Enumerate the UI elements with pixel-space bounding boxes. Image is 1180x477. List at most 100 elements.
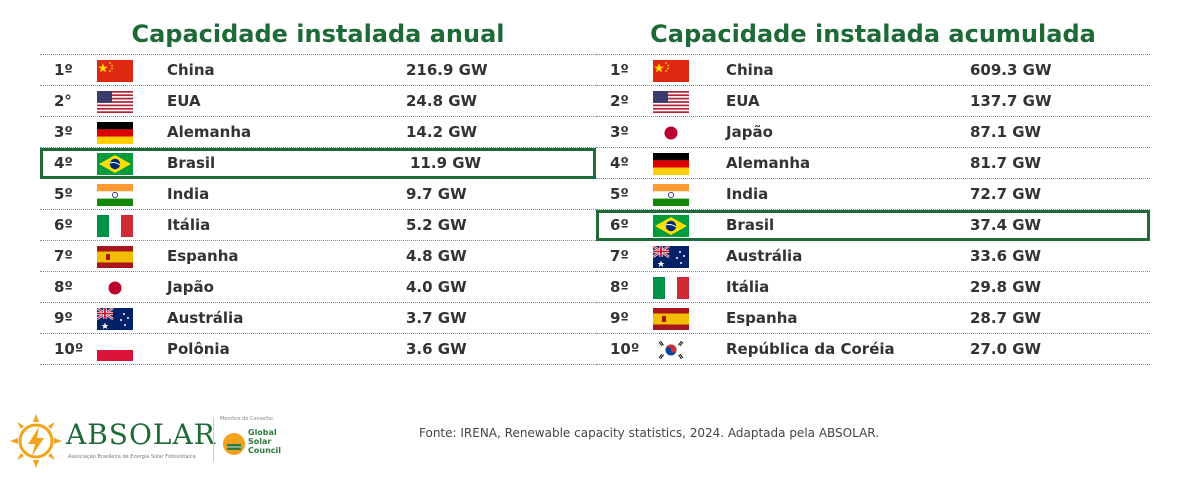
country-name: Espanha	[167, 247, 239, 265]
country-name: Espanha	[726, 309, 798, 327]
ranking-row: 1º China 609.3 GW	[596, 55, 1150, 86]
capacity-value: 11.9 GW	[410, 154, 482, 172]
country-name: India	[167, 185, 210, 203]
country-name: Austrália	[167, 309, 244, 327]
rank-label: 3º	[54, 123, 73, 141]
capacity-value: 33.6 GW	[970, 247, 1042, 265]
ranking-row: 5º India 9.7 GW	[40, 179, 596, 210]
country-name: Brasil	[726, 216, 775, 234]
cumulative-title: Capacidade instalada acumulada	[650, 20, 1096, 48]
capacity-value: 3.7 GW	[406, 309, 467, 327]
ranking-row: 9º Austrália 3.7 GW	[40, 303, 596, 334]
ranking-row: 7º Austrália 33.6 GW	[596, 241, 1150, 272]
ranking-row: 9º Espanha 28.7 GW	[596, 303, 1150, 334]
ranking-row: 7º Espanha 4.8 GW	[40, 241, 596, 272]
country-name: Japão	[167, 278, 214, 296]
flag-germany-icon	[97, 122, 133, 144]
capacity-value: 14.2 GW	[406, 123, 478, 141]
rank-label: 4º	[54, 154, 73, 172]
country-name: Austrália	[726, 247, 803, 265]
rank-label: 7º	[54, 247, 73, 265]
capacity-value: 81.7 GW	[970, 154, 1042, 172]
annual-title: Capacidade instalada anual	[131, 20, 505, 48]
ranking-row: 6º Itália 5.2 GW	[40, 210, 596, 241]
rank-label: 2°	[54, 92, 72, 110]
country-name: China	[726, 61, 774, 79]
flag-brazil-icon	[653, 215, 689, 237]
country-name: Alemanha	[726, 154, 811, 172]
rank-label: 6º	[54, 216, 73, 234]
flag-poland-icon	[97, 339, 133, 361]
global-solar-council-name: Global Solar Council	[248, 428, 281, 455]
ranking-row: 8º Itália 29.8 GW	[596, 272, 1150, 303]
flag-china-icon	[653, 60, 689, 82]
rank-label: 10º	[54, 340, 84, 358]
ranking-row: 10º Polônia 3.6 GW	[40, 334, 596, 365]
capacity-value: 29.8 GW	[970, 278, 1042, 296]
logo-divider	[213, 418, 214, 462]
cumulative-ranking-panel: Capacidade instalada acumulada 1º China 60…	[596, 14, 1150, 365]
rank-label: 10º	[610, 340, 640, 358]
ranking-row: 4º Alemanha 81.7 GW	[596, 148, 1150, 179]
ranking-row: 3º Alemanha 14.2 GW	[40, 117, 596, 148]
rank-label: 7º	[610, 247, 629, 265]
country-name: EUA	[167, 92, 201, 110]
flag-australia-icon	[653, 246, 689, 268]
absolar-logo: ABSOLAR Associação Brasileira de Energia…	[10, 410, 300, 470]
rank-label: 6º	[610, 216, 629, 234]
capacity-value: 27.0 GW	[970, 340, 1042, 358]
flag-india-icon	[97, 184, 133, 206]
rank-label: 4º	[610, 154, 629, 172]
flag-south-korea-icon	[653, 339, 689, 361]
country-name: Brasil	[167, 154, 216, 172]
rank-label: 8º	[54, 278, 73, 296]
rank-label: 3º	[610, 123, 629, 141]
rank-label: 1º	[54, 61, 73, 79]
flag-india-icon	[653, 184, 689, 206]
flag-australia-icon	[97, 308, 133, 330]
ranking-row: 5º India 72.7 GW	[596, 179, 1150, 210]
rank-label: 1º	[610, 61, 629, 79]
capacity-value: 28.7 GW	[970, 309, 1042, 327]
ranking-row: 2º EUA 137.7 GW	[596, 86, 1150, 117]
capacity-value: 9.7 GW	[406, 185, 467, 203]
capacity-value: 72.7 GW	[970, 185, 1042, 203]
capacity-value: 609.3 GW	[970, 61, 1052, 79]
capacity-value: 4.0 GW	[406, 278, 467, 296]
highlighted-ranking-row: 4º Brasil 11.9 GW	[40, 148, 596, 179]
highlighted-ranking-row: 6º Brasil 37.4 GW	[596, 210, 1150, 241]
country-name: Japão	[726, 123, 773, 141]
ranking-row: 3º Japão 87.1 GW	[596, 117, 1150, 148]
capacity-value: 24.8 GW	[406, 92, 478, 110]
ranking-row: 2° EUA 24.8 GW	[40, 86, 596, 117]
global-solar-council-icon	[223, 433, 245, 455]
flag-italy-icon	[653, 277, 689, 299]
country-name: República da Coréia	[726, 340, 895, 358]
ranking-row: 8º Japão 4.0 GW	[40, 272, 596, 303]
rank-label: 8º	[610, 278, 629, 296]
country-name: Polônia	[167, 340, 230, 358]
capacity-value: 216.9 GW	[406, 61, 488, 79]
flag-brazil-icon	[97, 153, 133, 175]
rank-label: 9º	[610, 309, 629, 327]
ranking-row: 1º China 216.9 GW	[40, 55, 596, 86]
flag-china-icon	[97, 60, 133, 82]
country-name: Itália	[167, 216, 211, 234]
annual-ranking-table: 1º China 216.9 GW 2° EUA 24.8 GW 3º Alemanha 14.…	[40, 54, 596, 365]
rank-label: 9º	[54, 309, 73, 327]
absolar-subtitle: Associação Brasileira de Energia Solar F…	[68, 454, 196, 460]
rank-label: 5º	[54, 185, 73, 203]
sun-bolt-icon	[10, 414, 62, 468]
rank-label: 5º	[610, 185, 629, 203]
flag-japan-icon	[97, 277, 133, 299]
flag-usa-icon	[653, 91, 689, 113]
country-name: Itália	[726, 278, 770, 296]
capacity-value: 4.8 GW	[406, 247, 467, 265]
cumulative-ranking-table: 1º China 609.3 GW 2º EUA 137.7 GW 3º Japão 87.1 …	[596, 54, 1150, 365]
capacity-value: 37.4 GW	[970, 216, 1042, 234]
flag-spain-icon	[653, 308, 689, 330]
country-name: EUA	[726, 92, 760, 110]
flag-germany-icon	[653, 153, 689, 175]
country-name: China	[167, 61, 215, 79]
capacity-value: 3.6 GW	[406, 340, 467, 358]
